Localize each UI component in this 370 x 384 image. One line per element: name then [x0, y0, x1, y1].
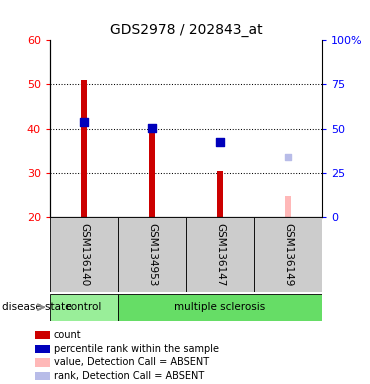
Point: [217, 139, 223, 145]
Bar: [285, 196, 291, 217]
Bar: [254, 217, 322, 292]
Bar: [35, 345, 50, 353]
Text: value, Detection Call = ABSENT: value, Detection Call = ABSENT: [54, 358, 209, 367]
Bar: [216, 170, 223, 217]
Text: GSM136140: GSM136140: [79, 223, 89, 286]
Text: multiple sclerosis: multiple sclerosis: [174, 302, 266, 312]
Bar: [118, 294, 322, 321]
Bar: [35, 331, 50, 339]
Text: control: control: [66, 302, 102, 312]
Text: percentile rank within the sample: percentile rank within the sample: [54, 344, 219, 354]
Bar: [50, 294, 118, 321]
Point: [285, 154, 291, 161]
Title: GDS2978 / 202843_at: GDS2978 / 202843_at: [110, 23, 262, 36]
Text: rank, Detection Call = ABSENT: rank, Detection Call = ABSENT: [54, 371, 204, 381]
Bar: [81, 80, 87, 217]
Text: GSM136147: GSM136147: [215, 223, 225, 286]
Text: disease state: disease state: [3, 302, 72, 312]
Text: GSM136149: GSM136149: [283, 223, 293, 286]
Bar: [35, 372, 50, 380]
Text: count: count: [54, 330, 81, 340]
Text: GSM134953: GSM134953: [147, 223, 157, 286]
Bar: [186, 217, 254, 292]
Bar: [35, 359, 50, 366]
Bar: [118, 217, 186, 292]
Bar: [50, 217, 118, 292]
Bar: [148, 127, 155, 217]
Point: [81, 119, 87, 125]
Point: [149, 125, 155, 131]
